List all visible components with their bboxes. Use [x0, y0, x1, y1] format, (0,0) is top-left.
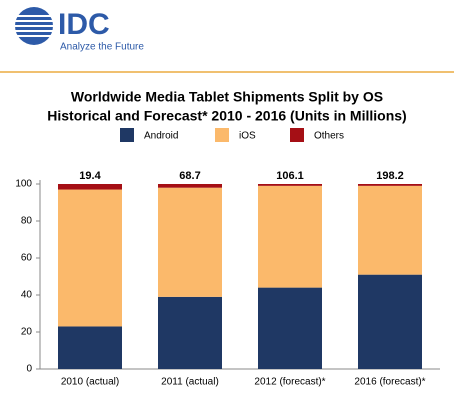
bar-segment [58, 189, 122, 327]
bar-segment [58, 326, 122, 369]
globe-stripes [14, 15, 54, 37]
bar-segment [358, 184, 422, 186]
bar-segment [158, 187, 222, 297]
chart-title: Worldwide Media Tablet Shipments Split b… [71, 89, 383, 105]
x-tick-label: 2012 (forecast)* [254, 377, 325, 388]
total-label: 68.7 [179, 170, 200, 182]
bar-segment [258, 184, 322, 186]
bar-segment [258, 287, 322, 369]
legend-swatch [215, 128, 229, 142]
bar-segment [358, 274, 422, 369]
total-label: 198.2 [376, 170, 404, 182]
y-tick-label: 100 [15, 179, 32, 190]
legend-swatch [290, 128, 304, 142]
y-tick-label: 60 [21, 253, 33, 264]
y-tick-label: 20 [21, 327, 33, 338]
bar-segment [158, 184, 222, 188]
y-tick-label: 80 [21, 216, 33, 227]
legend-label: Others [314, 131, 344, 142]
x-tick-label: 2010 (actual) [61, 377, 119, 388]
bar-segment [258, 185, 322, 288]
bar-segment [358, 185, 422, 275]
logo-text: IDC [58, 8, 110, 41]
bar-segment [58, 184, 122, 190]
x-tick-label: 2011 (actual) [161, 377, 219, 388]
legend-swatch [120, 128, 134, 142]
chart-title: Historical and Forecast* 2010 - 2016 (Un… [47, 108, 406, 124]
x-tick-label: 2016 (forecast)* [354, 377, 425, 388]
logo: IDC Analyze the Future [14, 7, 144, 53]
total-label: 19.4 [79, 170, 101, 182]
legend-label: Android [144, 131, 178, 142]
y-tick-label: 0 [26, 364, 32, 375]
y-tick-label: 40 [21, 290, 33, 301]
tagline: Analyze the Future [60, 42, 144, 53]
bar-segment [158, 296, 222, 369]
legend-label: iOS [239, 131, 256, 142]
total-label: 106.1 [276, 170, 304, 182]
